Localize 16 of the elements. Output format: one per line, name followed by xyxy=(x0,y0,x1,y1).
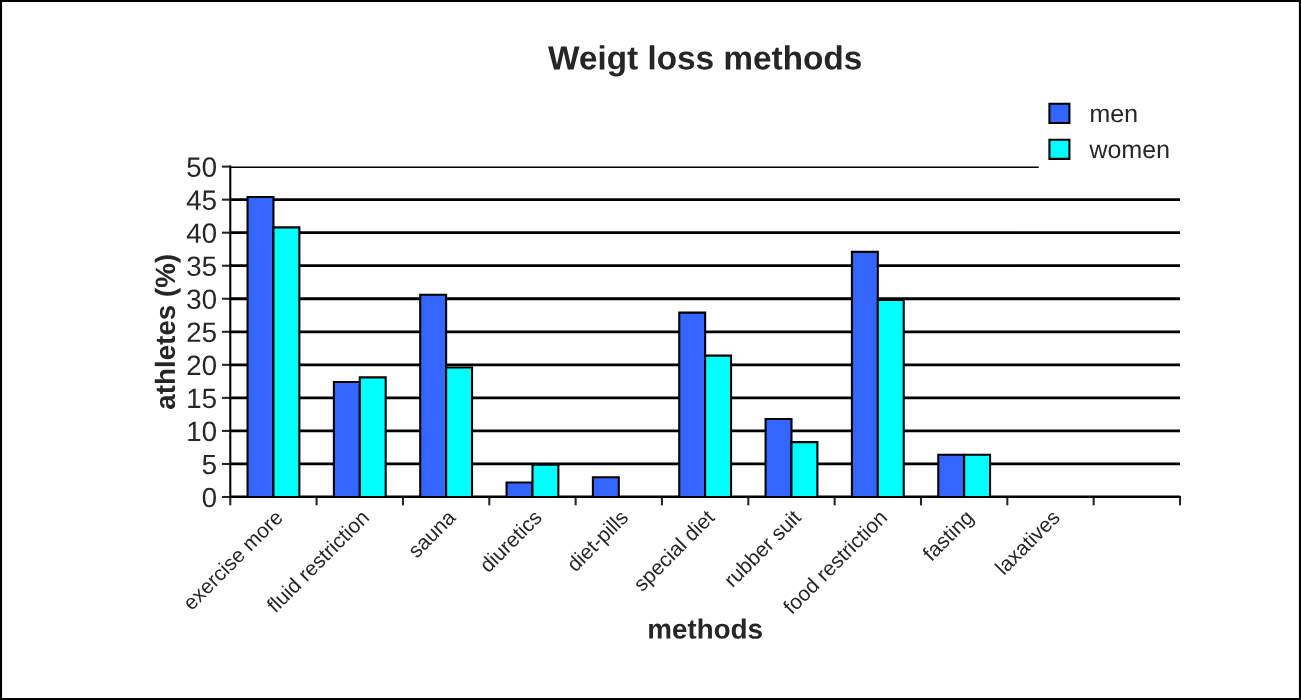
y-tick-label: 20 xyxy=(187,355,216,376)
y-tick-label: 50 xyxy=(187,157,216,177)
legend-label: women xyxy=(1089,144,1169,159)
y-tick-label: 5 xyxy=(202,454,216,475)
y-tick-label: 45 xyxy=(186,190,216,210)
y-tick-label: 10 xyxy=(188,421,216,442)
y-tick-label: 25 xyxy=(187,322,216,343)
chart-title: Weigt loss methods xyxy=(548,45,861,77)
y-tick-label: 40 xyxy=(186,223,216,244)
y-axis-title: athletes (%) xyxy=(154,255,181,409)
y-tick-label: 30 xyxy=(187,289,216,310)
y-tick-label: 35 xyxy=(187,256,216,277)
y-tick-label: 0 xyxy=(202,487,216,508)
x-axis-title: methods xyxy=(649,618,762,639)
y-tick-label: 15 xyxy=(188,388,216,409)
legend-label: men xyxy=(1091,108,1137,123)
